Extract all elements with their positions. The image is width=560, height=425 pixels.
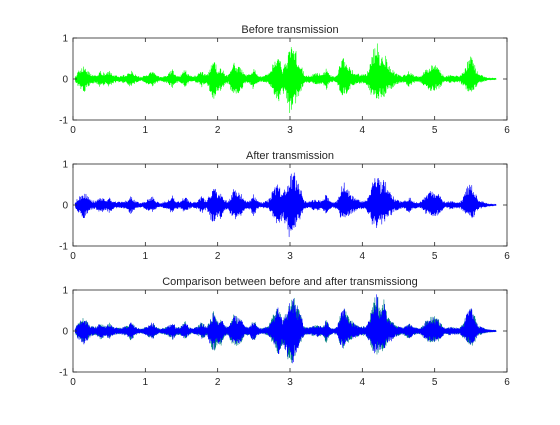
x-tick-label: 3 xyxy=(287,377,293,388)
chart-title: Before transmission xyxy=(241,24,338,36)
x-tick-label: 2 xyxy=(215,251,221,262)
y-tick-label: 0 xyxy=(62,75,68,86)
x-tick-label: 6 xyxy=(504,377,510,388)
y-tick-label: 1 xyxy=(62,286,68,297)
x-tick-label: 4 xyxy=(360,251,366,262)
x-tick-label: 5 xyxy=(432,251,438,262)
y-tick-label: 0 xyxy=(62,327,68,338)
x-tick-label: 3 xyxy=(287,125,293,136)
x-tick-label: 1 xyxy=(143,251,149,262)
y-tick-label: -1 xyxy=(59,368,68,379)
y-tick-label: 0 xyxy=(62,201,68,212)
chart-title: Comparison between before and after tran… xyxy=(162,276,418,288)
x-tick-label: 4 xyxy=(360,125,366,136)
x-tick-label: 1 xyxy=(143,377,149,388)
y-tick-label: -1 xyxy=(59,116,68,127)
signal-series-1 xyxy=(74,43,497,114)
x-tick-label: 0 xyxy=(70,125,76,136)
x-tick-label: 5 xyxy=(432,377,438,388)
x-tick-label: 3 xyxy=(287,251,293,262)
x-tick-label: 6 xyxy=(504,251,510,262)
signal-series-2 xyxy=(74,294,497,364)
x-tick-label: 2 xyxy=(215,125,221,136)
signal-series-1 xyxy=(74,172,497,238)
y-tick-label: 1 xyxy=(62,160,68,171)
x-tick-label: 2 xyxy=(215,377,221,388)
chart-title: After transmission xyxy=(246,150,334,162)
y-tick-label: -1 xyxy=(59,242,68,253)
x-tick-label: 6 xyxy=(504,125,510,136)
x-tick-label: 1 xyxy=(143,125,149,136)
x-tick-label: 0 xyxy=(70,377,76,388)
x-tick-label: 5 xyxy=(432,125,438,136)
y-tick-label: 1 xyxy=(62,34,68,45)
x-tick-label: 0 xyxy=(70,251,76,262)
x-tick-label: 4 xyxy=(360,377,366,388)
